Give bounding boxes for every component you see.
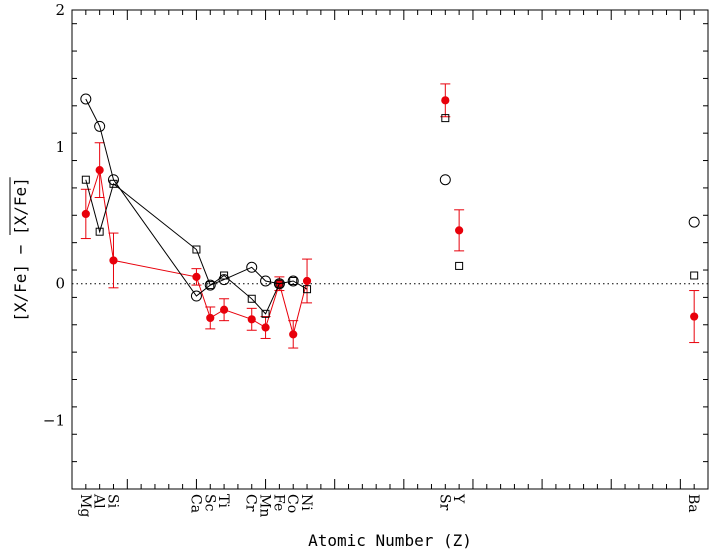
element-label-cr: Cr — [243, 494, 259, 512]
series-open-circle — [80, 93, 700, 302]
element-label-sr: Sr — [436, 494, 452, 511]
element-label-ti: Ti — [215, 494, 231, 508]
data-point — [260, 275, 272, 287]
series-line-open-circle — [85, 98, 280, 297]
plot-border — [71, 9, 709, 490]
data-point — [192, 272, 201, 281]
data-point — [289, 276, 298, 285]
data-series — [80, 83, 700, 349]
element-label-sc: Sc — [201, 494, 217, 512]
data-point — [109, 256, 118, 265]
plot-frame — [71, 9, 709, 490]
data-point — [190, 290, 202, 302]
data-point — [289, 330, 298, 339]
element-label-co: Co — [284, 494, 300, 513]
data-point — [81, 175, 90, 184]
data-point — [206, 281, 215, 290]
data-point — [94, 120, 106, 132]
data-point — [302, 276, 312, 286]
y-title-right: [X/Fe] — [11, 177, 30, 235]
series-open-square — [81, 114, 699, 318]
data-point — [95, 227, 104, 236]
series-filled-circle — [80, 83, 700, 349]
data-point — [441, 114, 450, 123]
data-point — [81, 209, 90, 219]
data-point — [95, 166, 104, 175]
y-axis-title: [X/Fe] − [X/Fe] — [9, 177, 30, 322]
data-point — [273, 278, 285, 290]
data-point — [246, 261, 258, 273]
data-point — [455, 226, 464, 235]
data-point — [303, 285, 312, 294]
data-point — [80, 93, 92, 105]
y-axis-ticks: 2 1 0 −1 — [43, 1, 708, 490]
data-point — [192, 245, 201, 254]
element-label-ca: Ca — [187, 494, 203, 513]
element-label-mn: Mn — [257, 494, 273, 517]
data-point — [220, 271, 229, 280]
data-point — [219, 305, 229, 314]
element-label-ni: Ni — [298, 494, 314, 511]
y-tick-label: 1 — [55, 138, 65, 156]
data-point — [441, 96, 450, 105]
data-point — [261, 309, 270, 318]
data-point — [275, 279, 284, 288]
data-point — [261, 323, 270, 332]
data-point — [247, 315, 256, 324]
data-point — [439, 174, 451, 186]
y-title-left: [X/Fe] − — [11, 235, 30, 322]
series-line-open-square — [85, 179, 308, 315]
element-label-ba: Ba — [685, 494, 701, 513]
element-label-fe: Fe — [270, 494, 286, 511]
data-point — [690, 271, 699, 280]
element-label-y: Y — [450, 493, 466, 504]
element-label-mg: Mg — [77, 494, 93, 517]
y-tick-label: 2 — [55, 1, 65, 19]
data-point — [287, 275, 299, 287]
data-point — [455, 261, 464, 270]
y-tick-label: −1 — [43, 412, 65, 430]
data-point — [206, 313, 215, 323]
data-point — [690, 312, 699, 321]
data-point — [204, 279, 216, 291]
element-label-si: Si — [104, 494, 120, 509]
x-axis-title: Atomic Number (Z) — [308, 531, 472, 550]
element-label-al: Al — [91, 493, 107, 509]
data-point — [109, 179, 118, 188]
data-point — [247, 294, 256, 303]
y-tick-label: 0 — [55, 275, 65, 293]
series-line-filled-circle — [85, 169, 308, 337]
data-point — [688, 216, 700, 228]
y-axis-title-text: [X/Fe] − [X/Fe] — [11, 177, 30, 322]
